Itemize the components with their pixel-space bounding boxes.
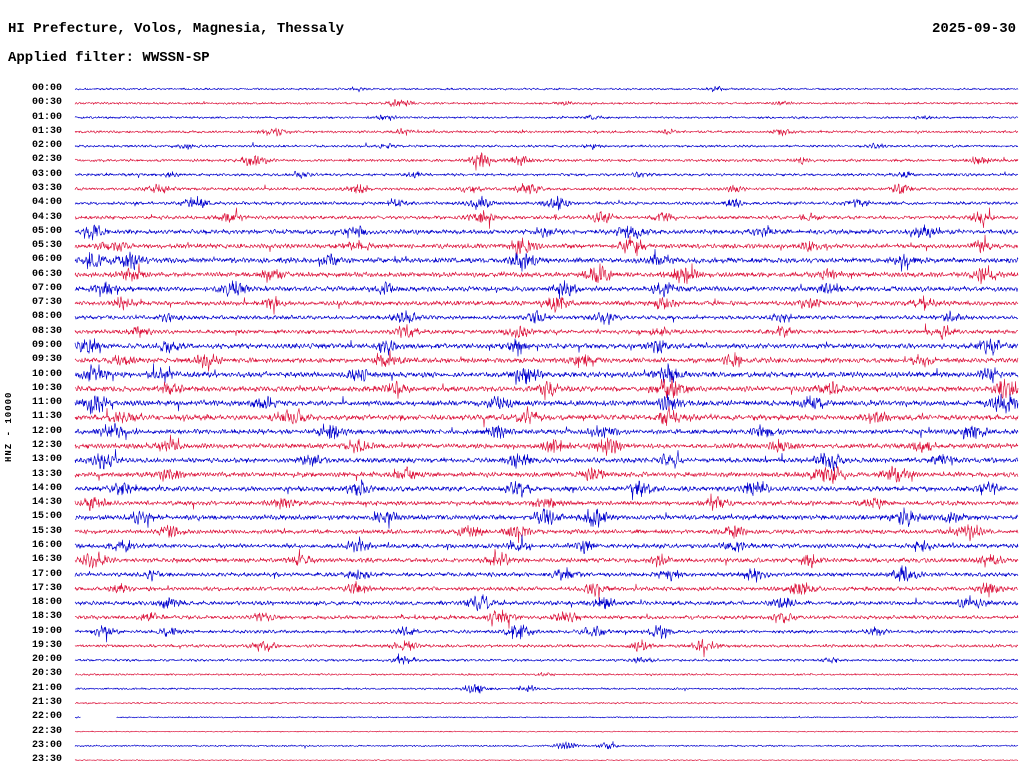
time-label: 03:00 [31, 168, 62, 180]
time-label: 04:00 [31, 197, 62, 209]
time-label: 08:30 [31, 325, 62, 337]
time-label: 05:30 [31, 240, 62, 252]
time-label: 06:30 [31, 268, 62, 280]
time-label: 15:00 [31, 511, 62, 523]
time-label: 07:30 [31, 297, 62, 309]
time-label: 02:00 [31, 140, 62, 152]
time-label: 01:00 [31, 111, 62, 123]
time-label: 19:00 [31, 625, 62, 637]
time-label: 20:00 [31, 654, 62, 666]
time-label: 10:30 [31, 382, 62, 394]
time-label: 02:30 [31, 154, 62, 166]
time-label: 17:30 [31, 582, 62, 594]
time-label: 09:30 [31, 354, 62, 366]
time-label: 16:00 [31, 539, 62, 551]
time-label: 14:00 [31, 482, 62, 494]
time-label: 18:30 [31, 611, 62, 623]
time-label: 06:00 [31, 254, 62, 266]
time-label: 17:00 [31, 568, 62, 580]
time-label: 16:30 [31, 554, 62, 566]
time-label: 20:30 [31, 668, 62, 680]
time-label: 14:30 [31, 497, 62, 509]
time-label: 07:00 [31, 282, 62, 294]
time-label: 13:00 [31, 454, 62, 466]
time-label: 08:00 [31, 311, 62, 323]
time-label: 18:00 [31, 597, 62, 609]
time-label: 10:00 [31, 368, 62, 380]
time-label: 23:00 [31, 739, 62, 751]
time-label: 11:30 [31, 411, 62, 423]
time-label: 03:30 [31, 182, 62, 194]
time-label: 01:30 [31, 125, 62, 137]
time-label: 00:30 [31, 97, 62, 109]
time-label: 12:00 [31, 425, 62, 437]
time-label: 11:00 [31, 397, 62, 409]
time-label: 09:00 [31, 340, 62, 352]
time-label: 04:30 [31, 211, 62, 223]
time-label: 22:00 [31, 711, 62, 723]
time-label: 12:30 [31, 440, 62, 451]
time-label: 05:00 [31, 225, 62, 237]
time-label: 00:00 [31, 83, 62, 94]
time-label: 13:30 [31, 468, 62, 480]
time-label: 23:30 [31, 754, 62, 766]
time-label: 21:30 [31, 697, 62, 709]
time-label: 21:00 [31, 682, 62, 694]
time-label: 22:30 [31, 725, 62, 737]
time-label: 19:30 [31, 639, 62, 651]
time-label: 15:30 [31, 525, 62, 537]
